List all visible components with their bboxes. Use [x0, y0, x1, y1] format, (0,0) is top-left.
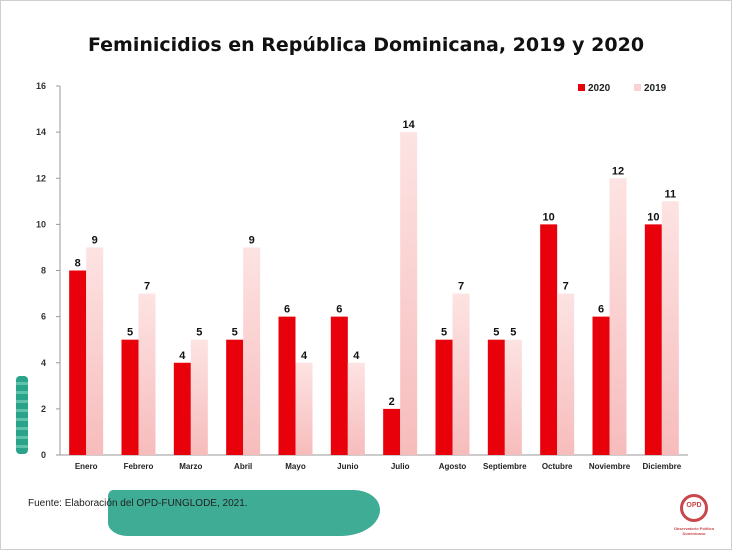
data-label-2020: 6 — [598, 304, 604, 316]
data-label-2020: 10 — [647, 211, 659, 223]
bar-2020 — [278, 316, 296, 455]
bar-2019 — [243, 247, 261, 455]
legend-label-2019: 2019 — [644, 83, 667, 94]
y-tick-label: 4 — [41, 358, 46, 368]
decorative-brush-stroke — [108, 490, 380, 536]
bar-2019 — [190, 339, 208, 455]
logo-caption: Observatorio Político Dominicano — [673, 526, 715, 536]
x-tick-label: Enero — [75, 462, 98, 471]
x-tick-label: Julio — [391, 462, 410, 471]
y-tick-label: 16 — [36, 81, 46, 91]
y-tick-label: 0 — [41, 450, 46, 460]
data-label-2020: 4 — [179, 350, 186, 362]
bar-2020 — [121, 339, 139, 455]
bar-2020 — [69, 270, 87, 455]
data-label-2019: 5 — [510, 327, 516, 339]
bar-2020 — [435, 339, 453, 455]
bar-2019 — [661, 201, 679, 455]
bar-2019 — [86, 247, 104, 455]
x-tick-label: Noviembre — [589, 462, 631, 471]
x-tick-label: Diciembre — [642, 462, 681, 471]
data-label-2019: 9 — [249, 234, 255, 246]
data-label-2019: 4 — [301, 350, 308, 362]
data-label-2019: 14 — [403, 119, 416, 131]
data-label-2020: 6 — [284, 304, 290, 316]
bar-2019 — [609, 178, 627, 455]
y-tick-label: 10 — [36, 219, 46, 229]
chart-title: Feminicidios en República Dominicana, 20… — [87, 34, 645, 56]
x-tick-label: Septiembre — [483, 462, 527, 471]
decorative-brush-edge — [16, 376, 28, 454]
bar-2020 — [173, 362, 191, 455]
data-label-2019: 7 — [563, 281, 569, 293]
bar-2019 — [452, 293, 470, 455]
bar-2020 — [540, 224, 558, 455]
bar-2019 — [504, 339, 522, 455]
legend-label-2020: 2020 — [588, 83, 611, 94]
source-note: Fuente: Elaboración del OPD-FUNGLODE, 20… — [28, 498, 248, 509]
x-tick-label: Febrero — [124, 462, 154, 471]
x-tick-label: Octubre — [542, 462, 573, 471]
data-label-2019: 5 — [196, 327, 202, 339]
x-tick-label: Agosto — [439, 462, 467, 471]
data-label-2019: 12 — [612, 165, 624, 177]
y-tick-label: 8 — [41, 266, 46, 276]
bar-2020 — [592, 316, 610, 455]
bar-2020 — [226, 339, 244, 455]
data-label-2020: 2 — [389, 396, 395, 408]
data-label-2020: 6 — [336, 304, 342, 316]
y-tick-label: 6 — [41, 312, 46, 322]
data-label-2020: 5 — [232, 327, 238, 339]
opd-logo: OPD Observatorio Político Dominicano — [674, 494, 714, 544]
bar-2020 — [383, 408, 401, 455]
data-label-2019: 7 — [144, 281, 150, 293]
bar-2019 — [138, 293, 156, 455]
data-label-2020: 5 — [493, 327, 499, 339]
x-tick-label: Junio — [337, 462, 358, 471]
bar-2020 — [487, 339, 505, 455]
y-tick-label: 14 — [36, 127, 46, 137]
bar-2019 — [400, 132, 418, 455]
data-label-2019: 9 — [92, 234, 98, 246]
bar-2020 — [330, 316, 348, 455]
data-label-2019: 4 — [353, 350, 360, 362]
data-label-2020: 8 — [75, 258, 81, 270]
data-label-2020: 5 — [127, 327, 133, 339]
data-label-2019: 7 — [458, 281, 464, 293]
bar-2019 — [295, 362, 313, 455]
logo-ring-icon — [680, 494, 708, 522]
x-tick-label: Abril — [234, 462, 252, 471]
legend-swatch-2019 — [634, 84, 641, 91]
bar-2019 — [557, 293, 575, 455]
x-tick-label: Mayo — [285, 462, 306, 471]
legend-swatch-2020 — [578, 84, 585, 91]
bar-2020 — [644, 224, 662, 455]
x-tick-label: Marzo — [179, 462, 202, 471]
data-label-2019: 11 — [665, 188, 677, 200]
data-label-2020: 10 — [543, 211, 555, 223]
bar-2019 — [347, 362, 365, 455]
y-tick-label: 12 — [36, 173, 46, 183]
data-label-2020: 5 — [441, 327, 447, 339]
logo-text: OPD — [686, 502, 702, 509]
y-tick-label: 2 — [41, 404, 46, 414]
